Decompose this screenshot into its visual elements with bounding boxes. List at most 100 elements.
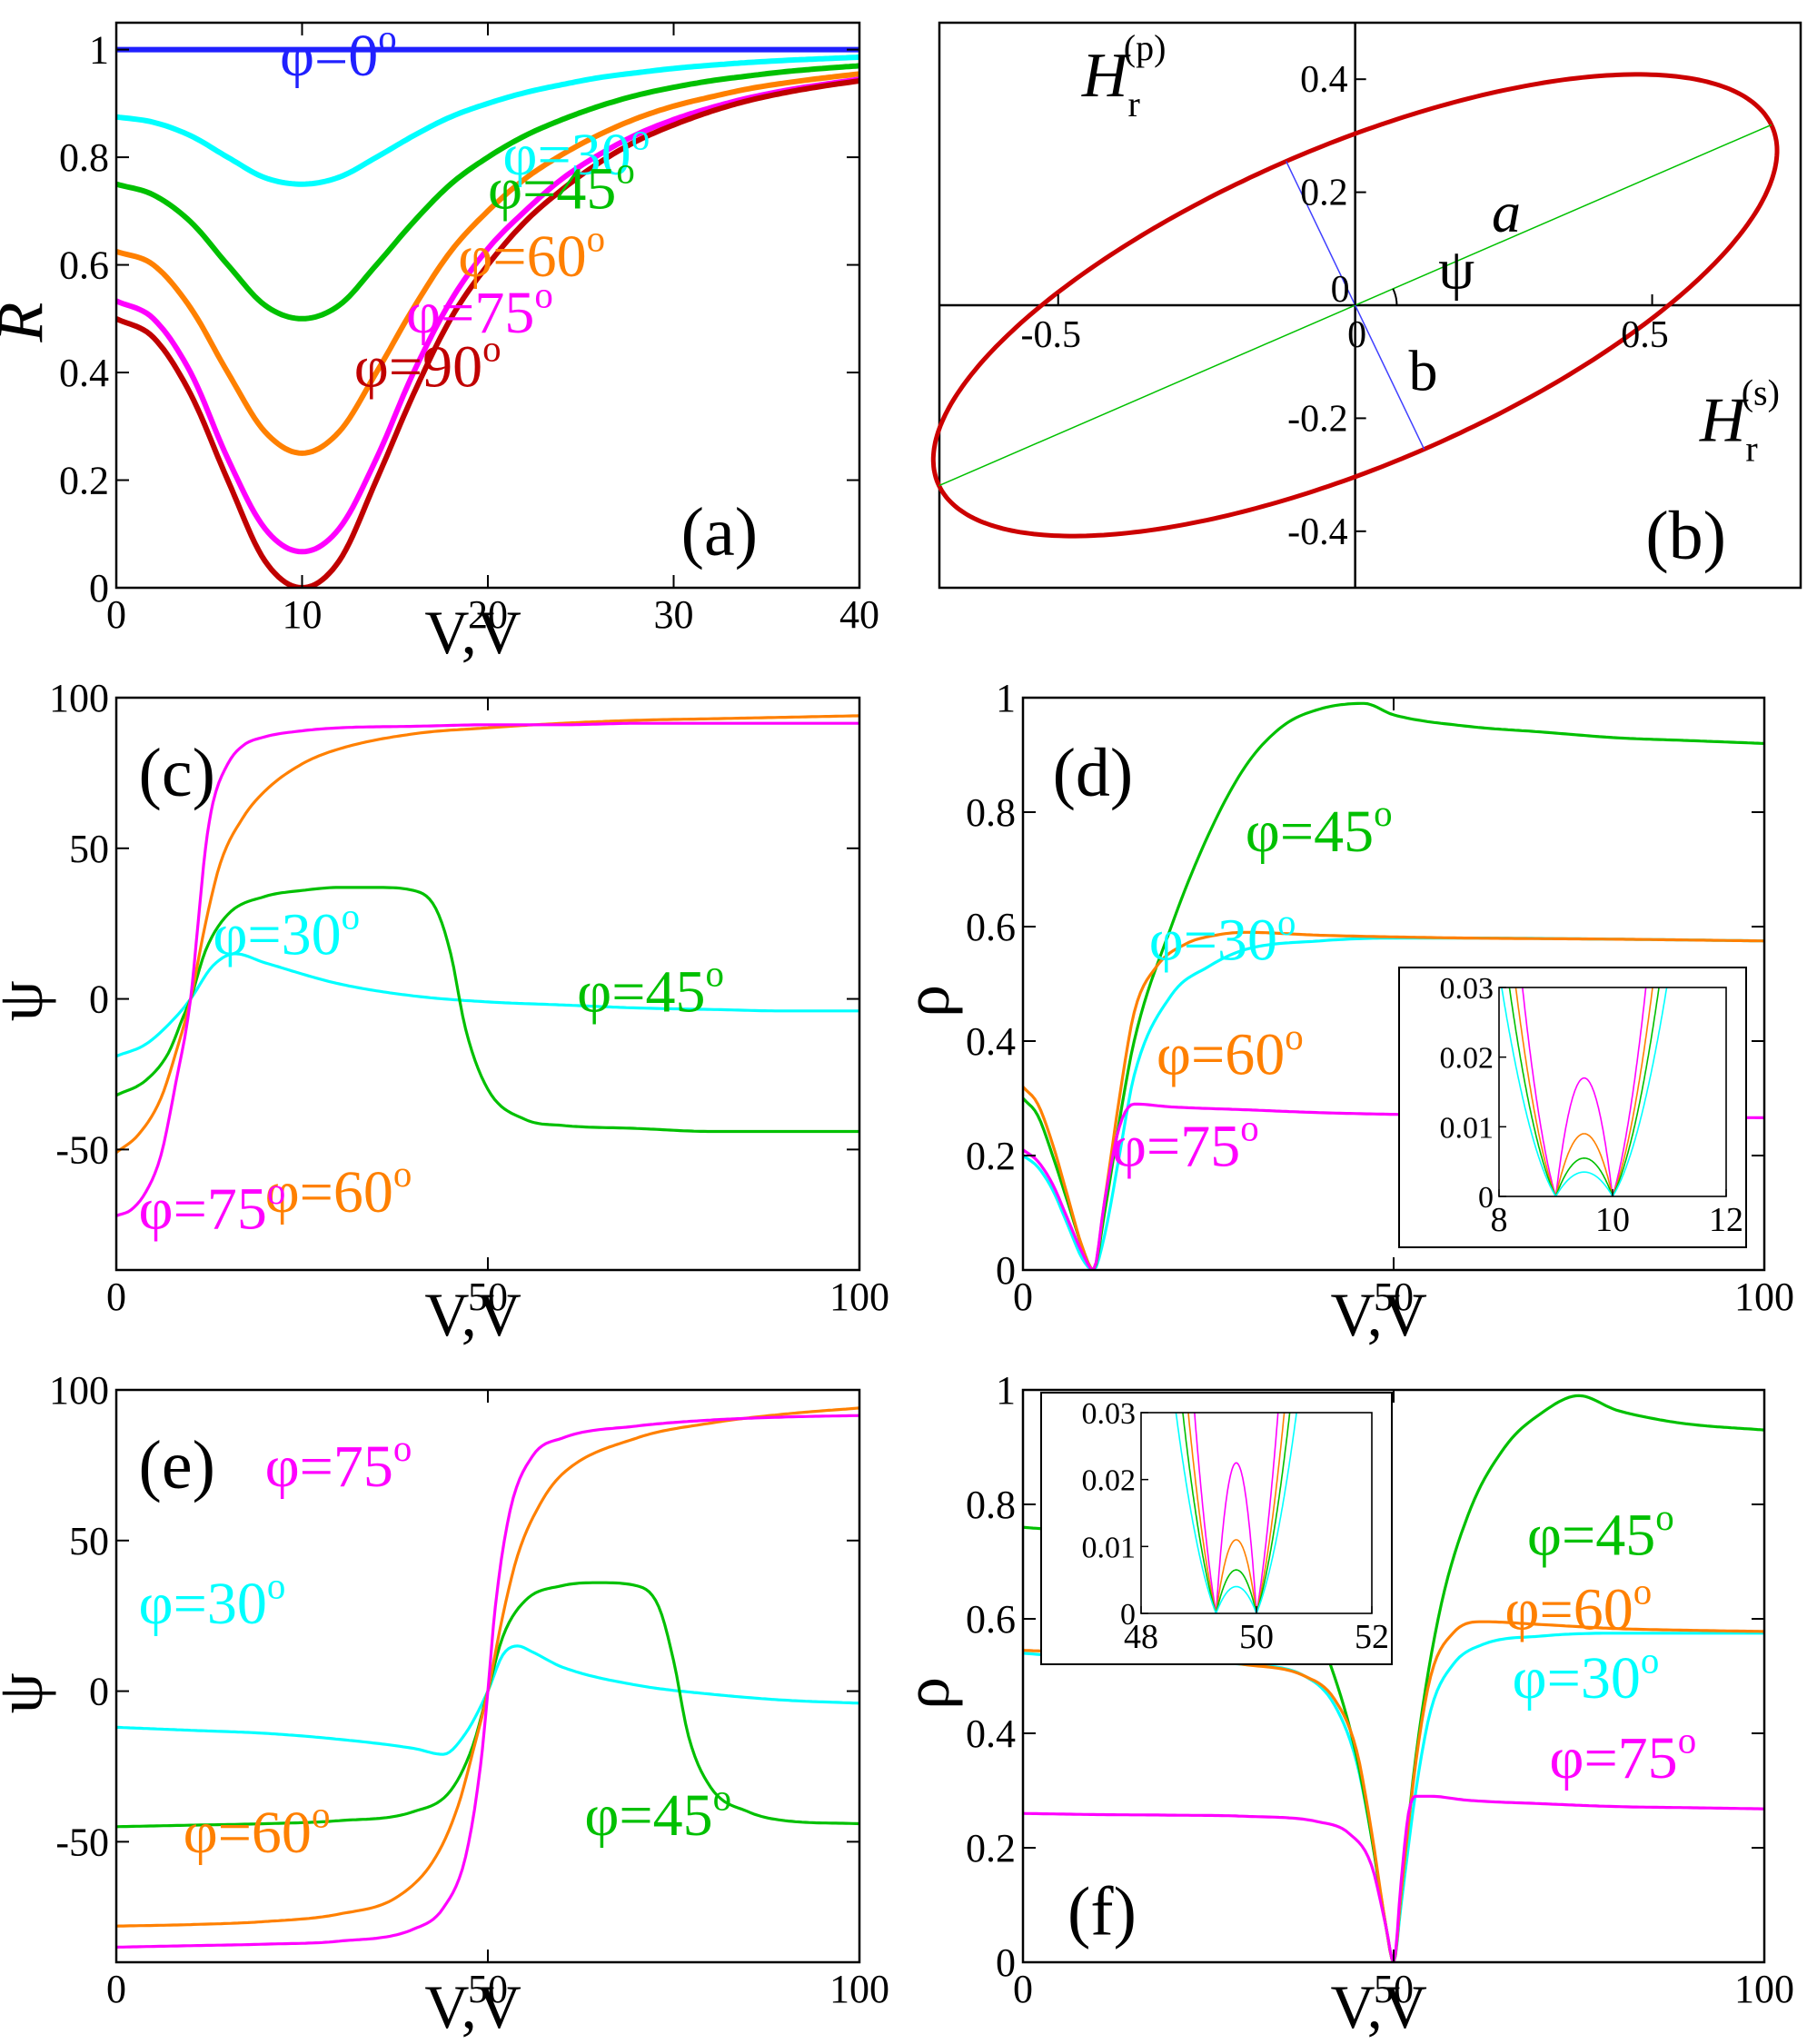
y-tick-label: 0 — [89, 566, 109, 610]
curve-label: φ=60o — [184, 1794, 331, 1866]
inset-curve — [1521, 987, 1647, 1196]
curve-label: φ=0o — [280, 17, 397, 89]
y-tick-label: 1 — [996, 1368, 1016, 1413]
y-tick-label: 0.4 — [59, 351, 109, 395]
y-tick-label: 50 — [69, 827, 109, 871]
series-group — [116, 46, 859, 588]
curve-label: φ=45o — [584, 1777, 731, 1849]
curve-label: φ=30o — [139, 1565, 286, 1637]
panel-b: -0.5 0 0.5 -0.4 -0.2 0.2 0.4 0 a bψ Hr(p) Hr(s) (b) — [930, 21, 1802, 590]
panel-label: (d) — [1053, 735, 1134, 811]
x-tick-label: 40 — [839, 592, 879, 637]
curve-label: φ=60o — [1157, 1017, 1304, 1088]
inset-series — [1501, 987, 1668, 1196]
inset-y-tick-label: 0 — [1120, 1598, 1136, 1632]
curve-label: φ=60o — [458, 218, 605, 290]
panel-label: (f) — [1067, 1874, 1137, 1950]
x-tick-label: 0 — [1013, 1275, 1033, 1319]
inset-box — [1040, 1392, 1393, 1665]
y-tick-label: 0.4 — [966, 1019, 1016, 1064]
psi-label: ψ — [1438, 236, 1474, 301]
x-tick-label: 30 — [654, 592, 694, 637]
minor-axis-label: b — [1408, 338, 1437, 402]
y-tick-label: 0.6 — [966, 1597, 1016, 1642]
x-tick-label: 0 — [106, 1967, 126, 2011]
x-tick-label: 100 — [1734, 1967, 1794, 2011]
x-axis-label: V,V — [424, 1280, 521, 1349]
panel-label: (a) — [681, 494, 758, 571]
inset-x-tick-label: 10 — [1595, 1201, 1630, 1239]
curve-label: φ=45o — [488, 151, 635, 223]
inset-box — [1398, 967, 1747, 1248]
series-group — [116, 1406, 859, 1949]
y-tick-label: 0.4 — [966, 1712, 1016, 1756]
curve-label: φ=75o — [139, 1171, 286, 1243]
y-tick-label: 50 — [69, 1519, 109, 1563]
x-tick-label: 50 — [1374, 1967, 1414, 2011]
y-tick-label: 1 — [89, 28, 109, 73]
x-tick-label: 20 — [468, 592, 508, 637]
panel-label: (b) — [1645, 498, 1726, 574]
inset-d: 8 10 12 0 0.01 0.02 0.03 — [1398, 967, 1747, 1248]
inset-series — [1175, 1413, 1297, 1613]
y-tick-label: 0 — [996, 1248, 1016, 1293]
inset-y-tick-label: 0.03 — [1440, 972, 1494, 1006]
series-line-phi-45 — [116, 886, 859, 1134]
curve-label: φ=75o — [1549, 1720, 1696, 1791]
curve-label: φ=60o — [265, 1154, 412, 1225]
y-tick-label: 100 — [49, 1368, 109, 1413]
x-tick-label: 50 — [1374, 1275, 1414, 1319]
inset-y-tick-label: 0.02 — [1082, 1464, 1137, 1498]
x-tick-label: 10 — [283, 592, 323, 637]
series-line-phi-60 — [116, 714, 859, 1154]
series-line-phi-75 — [116, 1414, 859, 1949]
panel-label: (e) — [139, 1427, 215, 1503]
x-tick-label: 50 — [468, 1967, 508, 2011]
y-tick-label: 0.4 — [1300, 59, 1348, 101]
y-tick-label: -50 — [55, 1820, 109, 1864]
x-axis-label: V,V — [424, 1972, 521, 2041]
series-line-phi-30 — [116, 54, 859, 187]
curve-label: φ=75o — [265, 1428, 412, 1500]
x-tick-label: 0 — [1347, 314, 1366, 356]
y-tick-label: 100 — [49, 676, 109, 720]
curve-label: φ=45o — [577, 954, 724, 1026]
inset-curve — [1508, 987, 1660, 1196]
panel-a: 0 10 20 30 40 0 0.2 0.4 0.6 0.8 1 V,V Rφ=0o φ=30oφ=45… — [0, 17, 879, 667]
series-line-phi-75 — [116, 721, 859, 1217]
psi-angle-arc — [1392, 288, 1398, 305]
y-axis-label: ρ — [890, 985, 963, 1017]
curve-label: φ=30o — [502, 116, 650, 188]
series-line-phi-45 — [116, 63, 859, 322]
y-tick-label: 0.2 — [966, 1134, 1016, 1178]
x-tick-label: -0.5 — [1021, 314, 1082, 356]
panel-d: 0 50 10000.20.40.60.81V,Vρφ=30oφ=45oφ=60oφ… — [890, 676, 1794, 1349]
inset-f: 48 50 52 0 0.01 0.02 0.03 — [1040, 1392, 1393, 1665]
inset-x-tick-label: 50 — [1239, 1618, 1274, 1656]
inset-curve — [1175, 1413, 1297, 1613]
curve-label: φ=75o — [406, 275, 553, 347]
x-tick-label: 50 — [468, 1275, 508, 1319]
inset-x-tick-label: 48 — [1124, 1618, 1158, 1656]
y-tick-label: -50 — [55, 1127, 109, 1172]
series-line-phi-30 — [116, 952, 859, 1058]
y-axis-label: ψ — [0, 980, 56, 1021]
curve-label: φ=45o — [1246, 793, 1393, 865]
inset-y-tick-label: 0.02 — [1440, 1042, 1494, 1076]
inset-x-tick-label: 52 — [1355, 1618, 1389, 1656]
y-tick-label: 0.2 — [966, 1826, 1016, 1870]
curve-label: φ=30o — [1149, 902, 1296, 974]
x-axis-label: V,V — [1330, 1972, 1426, 2041]
inset-y-tick-label: 0.03 — [1082, 1397, 1137, 1431]
x-tick-label: 0 — [1013, 1967, 1033, 2011]
y-tick-label: 0.8 — [966, 790, 1016, 835]
series-line-phi-45 — [1023, 701, 1764, 1270]
x-tick-label: 100 — [1734, 1275, 1794, 1319]
y-tick-label: 0 — [89, 977, 109, 1022]
inset-curve — [1501, 987, 1668, 1196]
series-group — [116, 714, 859, 1217]
y-axis-label: Hr(p) — [1081, 27, 1167, 124]
x-axis-label: V,V — [424, 598, 521, 667]
curve-label: φ=30o — [213, 897, 360, 968]
